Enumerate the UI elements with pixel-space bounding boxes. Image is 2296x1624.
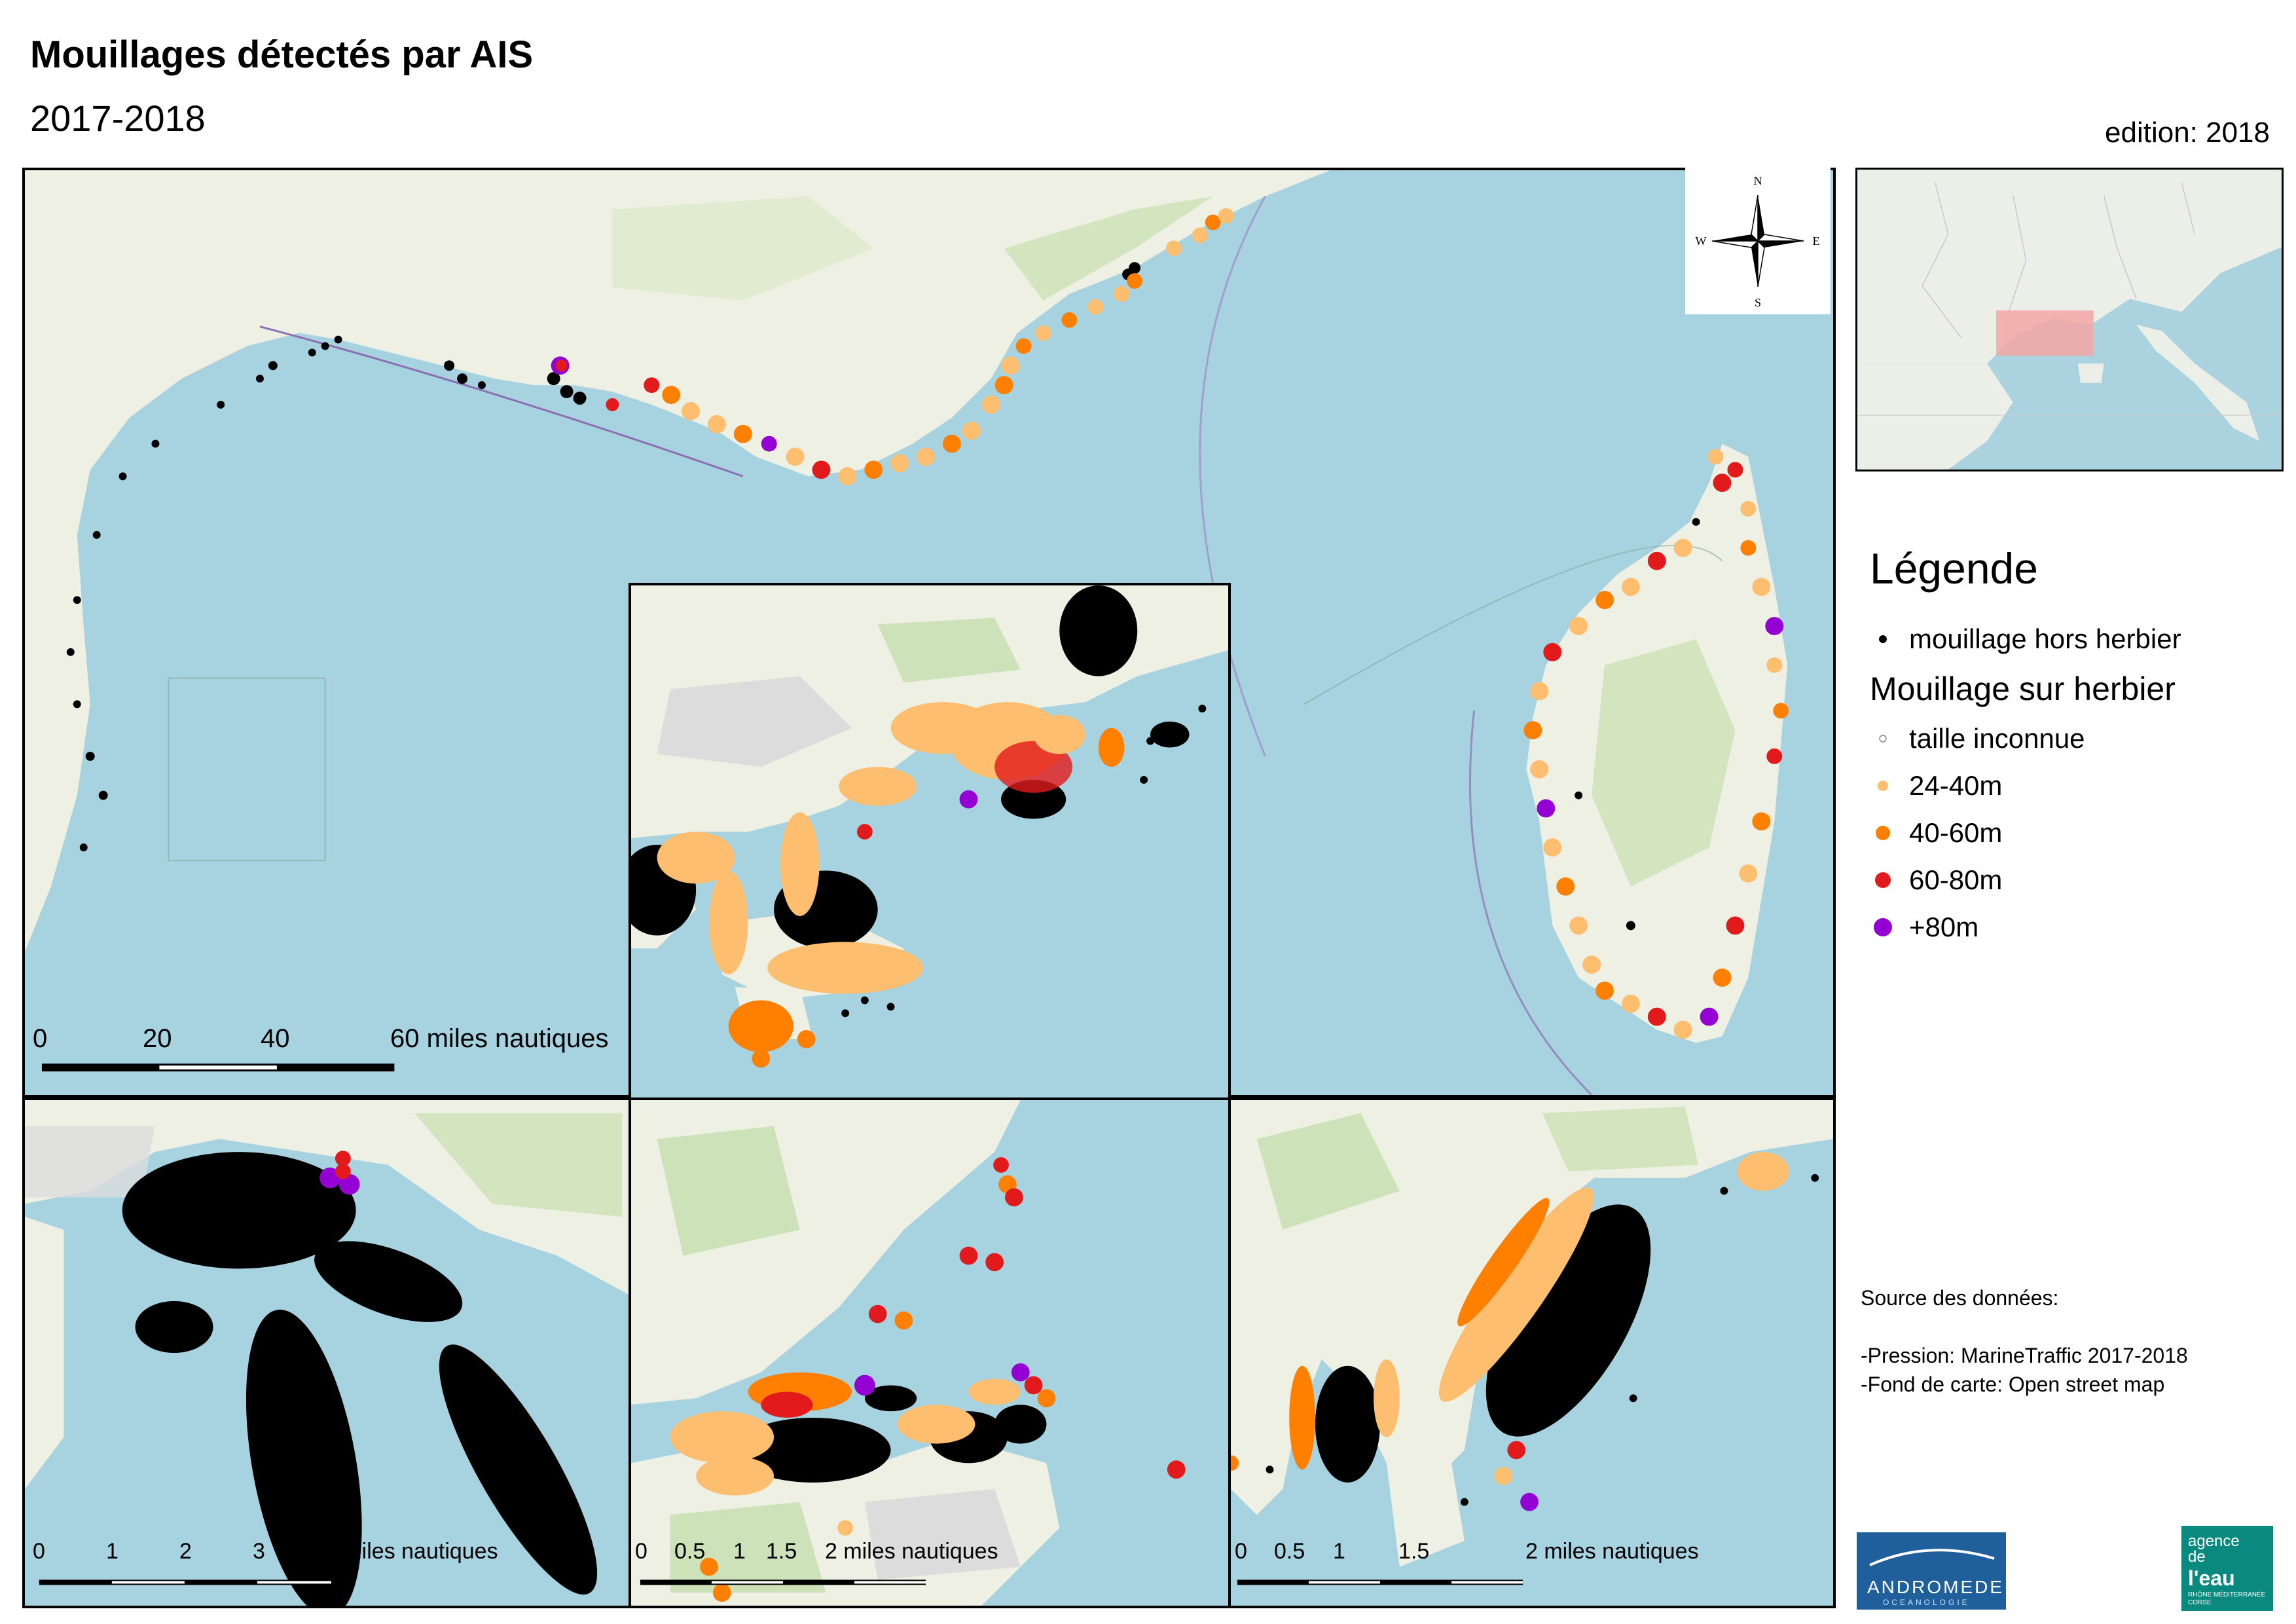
andromede-logo-text: ANDROMEDE (1867, 1577, 2005, 1597)
source-title: Source des données: (1861, 1286, 2059, 1310)
legend-label: +80m (1909, 912, 1979, 942)
cote-azur-clusters (551, 208, 1234, 486)
corsica-clusters (1523, 449, 1789, 1039)
inset-cannes-canvas (631, 585, 1228, 1098)
legend-label: 60-80m (1909, 864, 2003, 895)
inset-marseille-canvas (25, 1100, 629, 1606)
scale-label: 20 (143, 1024, 172, 1053)
compass-s: S (1755, 296, 1761, 309)
legend-title: Légende (1870, 544, 2038, 593)
marseille-black-clusters (122, 1152, 598, 1606)
inset-stmaxime-canvas (631, 1100, 1228, 1606)
legend-item-24-40m: 24-40m (1870, 762, 2276, 809)
villefranche-scale-bar (1237, 1579, 1523, 1585)
inset-villefranche-map[interactable]: 0 0.5 1 1.5 2 miles nautiques (1228, 1098, 1836, 1608)
agence-eau-logo: agence de l'eau RHÔNE MÉDITERRANÉE CORSE (2181, 1526, 2273, 1611)
agence-logo-text: de (2188, 1548, 2206, 1566)
data-source: Source des données: -Pression: MarineTra… (1861, 1283, 2188, 1399)
main-scale-bar (41, 1063, 395, 1072)
overview-extent-box (1996, 310, 2094, 356)
scale-label: 0 (635, 1539, 647, 1564)
scale-label: 3 (253, 1539, 265, 1564)
legend-item-taille-inconnue: taille inconnue (1870, 715, 2276, 762)
legend-subtitle: Mouillage sur herbier (1870, 671, 2176, 707)
andromede-logo: ANDROMEDE OCEANOLOGIE (1857, 1532, 2006, 1610)
agence-logo-text: agence (2188, 1532, 2240, 1550)
compass-w: W (1696, 234, 1707, 248)
compass-e: E (1813, 234, 1820, 248)
legend: Légende mouillage hors herbier Mouillage… (1870, 544, 2276, 951)
scale-label: 1.5 (766, 1539, 797, 1564)
scale-label: 1 (733, 1539, 746, 1564)
mainland-coast (25, 170, 1331, 952)
map-subtitle: 2017-2018 (30, 98, 206, 139)
source-line: -Fond de carte: Open street map (1861, 1373, 2165, 1396)
source-line: -Pression: MarineTraffic 2017-2018 (1861, 1344, 2188, 1367)
legend-label: 40-60m (1909, 817, 2003, 848)
legend-item-hors-herbier: mouillage hors herbier (1870, 616, 2276, 663)
inset-cannes-map[interactable] (629, 583, 1231, 1100)
scale-label: 1 (1333, 1539, 1345, 1564)
agence-logo-subtext: RHÔNE MÉDITERRANÉE CORSE (2188, 1591, 2266, 1606)
scale-label: 4 miles nautiques (325, 1539, 498, 1564)
andromede-logo-tagline: OCEANOLOGIE (1883, 1598, 1970, 1607)
overview-map[interactable] (1855, 168, 2284, 471)
legend-label: mouillage hors herbier (1909, 623, 2181, 654)
scale-label: 1.5 (1398, 1539, 1430, 1564)
map-title: Mouillages détectés par AIS (30, 33, 534, 76)
marseille-scale-bar (39, 1579, 331, 1585)
legend-item-40-60m: 40-60m (1870, 809, 2276, 857)
inset-villefranche-canvas (1231, 1100, 1833, 1606)
legend-label: taille inconnue (1909, 723, 2085, 754)
scale-label: 0 (1235, 1539, 1247, 1564)
inset-marseille-map[interactable]: 0 1 2 3 4 miles nautiques (22, 1098, 631, 1608)
scale-label: 60 miles nautiques (390, 1024, 609, 1053)
scale-label: 0 (33, 1024, 48, 1053)
scale-label: 2 miles nautiques (1525, 1539, 1699, 1564)
inset-sainte-maxime-map[interactable]: 0 0.5 1 1.5 2 miles nautiques (629, 1098, 1231, 1608)
scale-label: 2 (179, 1539, 192, 1564)
agence-logo-text: l'eau (2188, 1566, 2235, 1590)
scale-label: 2 miles nautiques (825, 1539, 998, 1564)
scale-label: 0 (33, 1539, 45, 1564)
legend-item-60-80m: 60-80m (1870, 857, 2276, 904)
compass-n: N (1754, 174, 1762, 187)
scale-label: 0.5 (1274, 1539, 1305, 1564)
edition-label: edition: 2018 (2105, 117, 2270, 149)
scale-label: 40 (261, 1024, 290, 1053)
legend-item-80m-plus: +80m (1870, 904, 2276, 951)
scale-label: 1 (106, 1539, 118, 1564)
stmaxime-scale-bar (640, 1579, 926, 1585)
scale-label: 0.5 (674, 1539, 706, 1564)
overview-canvas (1857, 170, 2282, 470)
north-arrow: N S E W (1685, 168, 1831, 314)
legend-label: 24-40m (1909, 770, 2003, 801)
